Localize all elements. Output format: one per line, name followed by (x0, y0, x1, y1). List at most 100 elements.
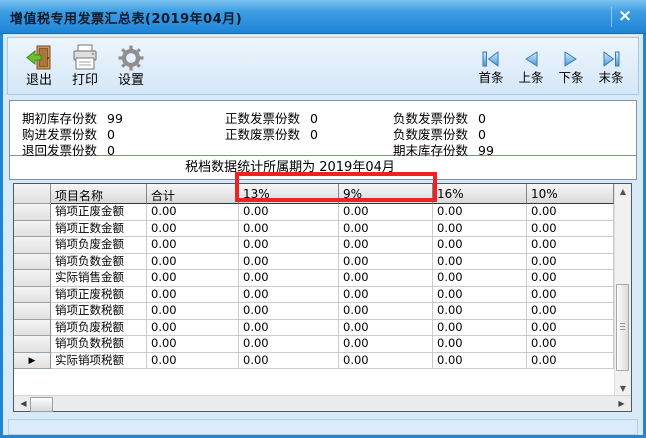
row-name-cell[interactable]: 销项正数税额 (51, 303, 147, 320)
stat-negative-voided: 负数废票份数 0 (393, 127, 486, 142)
next-record-button[interactable]: 下条 (552, 49, 590, 85)
value-cell[interactable]: 0.00 (147, 303, 239, 320)
value-cell[interactable]: 0.00 (339, 204, 433, 221)
row-name-cell[interactable]: 销项正废税额 (51, 286, 147, 303)
value-cell[interactable]: 0.00 (433, 270, 527, 287)
current-row-marker-icon[interactable]: ▶ (14, 352, 51, 369)
row-name-cell[interactable]: 销项负废金额 (51, 237, 147, 254)
value-cell[interactable]: 0.00 (433, 303, 527, 320)
row-selector[interactable] (14, 220, 51, 237)
value-cell[interactable]: 0.00 (339, 336, 433, 353)
horizontal-scrollbar-thumb[interactable] (30, 397, 53, 412)
row-name-cell[interactable]: 销项负数税额 (51, 336, 147, 353)
value-cell[interactable]: 0.00 (339, 237, 433, 254)
value-cell[interactable]: 0.00 (527, 237, 614, 254)
last-record-button[interactable]: 末条 (592, 49, 630, 85)
row-name-cell[interactable]: 实际销售金额 (51, 270, 147, 287)
last-record-label: 末条 (598, 70, 624, 85)
value-cell[interactable]: 0.00 (147, 220, 239, 237)
value-cell[interactable]: 0.00 (339, 270, 433, 287)
value-cell[interactable]: 0.00 (527, 253, 614, 270)
statistics-period-line: 税档数据统计所属期为 2019年04月 (185, 160, 395, 175)
print-button[interactable]: 打印 (62, 43, 108, 88)
value-cell[interactable]: 0.00 (147, 319, 239, 336)
value-cell[interactable]: 0.00 (239, 204, 339, 221)
row-name-cell[interactable]: 销项正废金额 (51, 204, 147, 221)
value-cell[interactable]: 0.00 (239, 303, 339, 320)
first-record-icon (472, 49, 510, 70)
value-cell[interactable]: 0.00 (239, 319, 339, 336)
value-cell[interactable]: 0.00 (433, 319, 527, 336)
value-cell[interactable]: 0.00 (433, 220, 527, 237)
row-selector[interactable] (14, 270, 51, 287)
value-cell[interactable]: 0.00 (239, 220, 339, 237)
vertical-scrollbar-thumb[interactable] (616, 284, 629, 371)
scroll-down-icon[interactable]: ▼ (619, 384, 627, 393)
value-cell[interactable]: 0.00 (239, 352, 339, 369)
value-cell[interactable]: 0.00 (433, 237, 527, 254)
row-selector[interactable] (14, 319, 51, 336)
row-selector[interactable] (14, 286, 51, 303)
value-cell[interactable]: 0.00 (527, 336, 614, 353)
value-cell[interactable]: 0.00 (433, 336, 527, 353)
value-cell[interactable]: 0.00 (239, 286, 339, 303)
value-cell[interactable]: 0.00 (339, 286, 433, 303)
row-selector[interactable] (14, 336, 51, 353)
value-cell[interactable]: 0.00 (527, 270, 614, 287)
value-cell[interactable]: 0.00 (433, 204, 527, 221)
value-cell[interactable]: 0.00 (433, 253, 527, 270)
value-cell[interactable]: 0.00 (239, 336, 339, 353)
value-cell[interactable]: 0.00 (147, 253, 239, 270)
prev-record-button[interactable]: 上条 (512, 49, 550, 85)
value-cell[interactable]: 0.00 (147, 352, 239, 369)
value-cell[interactable]: 0.00 (433, 286, 527, 303)
row-selector[interactable] (14, 303, 51, 320)
scroll-up-icon[interactable]: ▲ (619, 187, 627, 196)
value-cell[interactable]: 0.00 (239, 253, 339, 270)
row-selector[interactable] (14, 253, 51, 270)
row-name-cell[interactable]: 销项负废税额 (51, 319, 147, 336)
value-cell[interactable]: 0.00 (339, 352, 433, 369)
row-selector[interactable] (14, 237, 51, 254)
row-name-cell[interactable]: 销项负数金额 (51, 253, 147, 270)
row-name-cell[interactable]: 实际销项税额 (51, 352, 147, 369)
horizontal-scrollbar[interactable]: ◀ ▶ (14, 395, 631, 412)
scroll-left-icon[interactable]: ◀ (20, 399, 27, 408)
last-record-icon (592, 49, 630, 70)
value-cell[interactable]: 0.00 (147, 237, 239, 254)
header-selector-cell[interactable] (14, 184, 51, 204)
value-cell[interactable]: 0.00 (339, 253, 433, 270)
vertical-scrollbar[interactable]: ▲ ▼ (614, 184, 631, 396)
value-cell[interactable]: 0.00 (527, 204, 614, 221)
first-record-button[interactable]: 首条 (472, 49, 510, 85)
value-cell[interactable]: 0.00 (527, 319, 614, 336)
value-cell[interactable]: 0.00 (527, 303, 614, 320)
value-cell[interactable]: 0.00 (339, 319, 433, 336)
settings-button[interactable]: 设置 (108, 43, 154, 88)
exit-button[interactable]: 退出 (16, 43, 62, 88)
value-cell[interactable]: 0.00 (527, 352, 614, 369)
value-cell[interactable]: 0.00 (527, 220, 614, 237)
value-cell[interactable]: 0.00 (339, 220, 433, 237)
stat-opening-stock: 期初库存份数 99 (22, 111, 123, 126)
column-header-9pct[interactable]: 9% (339, 184, 433, 204)
value-cell[interactable]: 0.00 (147, 204, 239, 221)
value-cell[interactable]: 0.00 (147, 336, 239, 353)
close-button[interactable]: × (617, 6, 633, 26)
value-cell[interactable]: 0.00 (527, 286, 614, 303)
value-cell[interactable]: 0.00 (433, 352, 527, 369)
column-header-16pct[interactable]: 16% (433, 184, 527, 204)
column-header-13pct[interactable]: 13% (239, 184, 339, 204)
settings-label: 设置 (117, 73, 144, 88)
value-cell[interactable]: 0.00 (239, 270, 339, 287)
column-header-item-name[interactable]: 项目名称 (51, 184, 147, 204)
value-cell[interactable]: 0.00 (147, 270, 239, 287)
row-selector[interactable] (14, 204, 51, 221)
row-name-cell[interactable]: 销项正数金额 (51, 220, 147, 237)
scroll-right-icon[interactable]: ▶ (618, 399, 625, 408)
column-header-total[interactable]: 合计 (147, 184, 239, 204)
column-header-10pct[interactable]: 10% (527, 184, 614, 204)
value-cell[interactable]: 0.00 (147, 286, 239, 303)
value-cell[interactable]: 0.00 (239, 237, 339, 254)
value-cell[interactable]: 0.00 (339, 303, 433, 320)
